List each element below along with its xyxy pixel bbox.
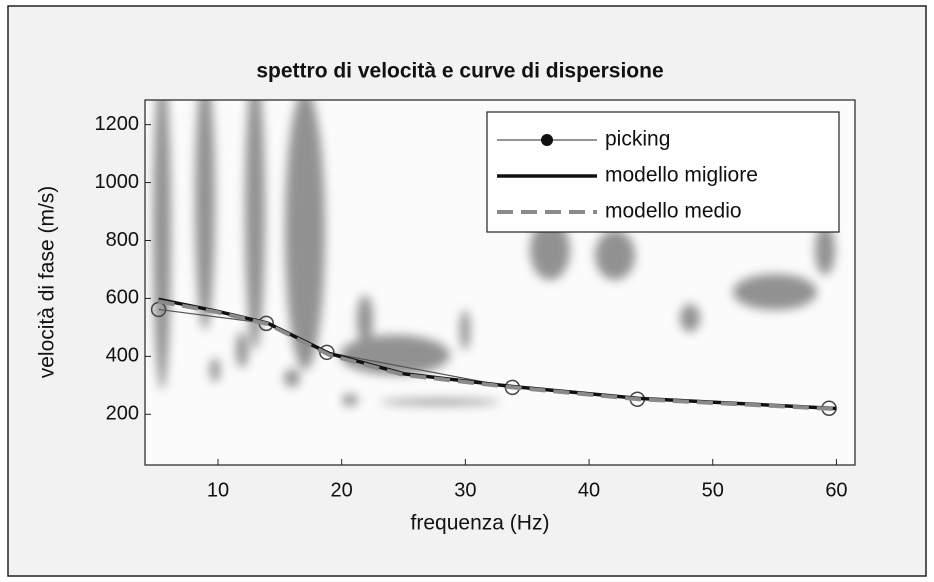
y-tick-label: 1000 bbox=[95, 171, 140, 193]
y-tick-label: 600 bbox=[106, 287, 139, 309]
spectrum-blob bbox=[210, 358, 220, 382]
y-axis-label: velocità di fase (m/s) bbox=[36, 186, 59, 379]
spectrum-blob bbox=[342, 394, 358, 406]
y-tick-label: 200 bbox=[106, 403, 139, 425]
x-tick-label: 60 bbox=[825, 479, 847, 501]
y-tick-label: 800 bbox=[106, 229, 139, 251]
y-tick-label: 400 bbox=[106, 345, 139, 367]
y-tick-label: 1200 bbox=[95, 113, 140, 135]
spectrum-blob bbox=[733, 274, 817, 310]
x-tick-label: 20 bbox=[331, 479, 353, 501]
legend-label: modello migliore bbox=[605, 164, 758, 187]
legend-marker bbox=[541, 134, 553, 146]
x-tick-label: 30 bbox=[454, 479, 476, 501]
chart-title: spettro di velocità e curve di dispersio… bbox=[256, 60, 663, 83]
spectrum-blob bbox=[285, 100, 325, 370]
spectrum-blob bbox=[530, 220, 570, 280]
spectrum-blob bbox=[460, 310, 470, 350]
spectrum-blob bbox=[680, 304, 700, 332]
spectrum-blob bbox=[236, 332, 248, 368]
x-tick-label: 40 bbox=[578, 479, 600, 501]
legend-label: picking bbox=[605, 128, 670, 151]
spectrum-blob bbox=[380, 399, 500, 405]
plot-frame bbox=[144, 99, 856, 466]
series-line bbox=[158, 299, 837, 412]
legend-label: modello medio bbox=[605, 200, 742, 223]
x-tick-label: 50 bbox=[702, 479, 724, 501]
spectrum-blob bbox=[340, 335, 450, 375]
spectrum-blob bbox=[815, 225, 835, 275]
spectrum-blob bbox=[153, 100, 171, 390]
spectrum-blob bbox=[284, 369, 300, 387]
spectrum-blob bbox=[245, 100, 265, 350]
spectrum-blob bbox=[195, 100, 215, 330]
x-axis-label: frequenza (Hz) bbox=[411, 512, 550, 535]
spectrum-blob bbox=[595, 230, 635, 280]
x-tick-label: 10 bbox=[207, 479, 229, 501]
spectrum-blob bbox=[357, 295, 373, 345]
velocity-spectrum bbox=[153, 100, 835, 406]
legend: picking modello migliore modello medio bbox=[486, 111, 840, 233]
